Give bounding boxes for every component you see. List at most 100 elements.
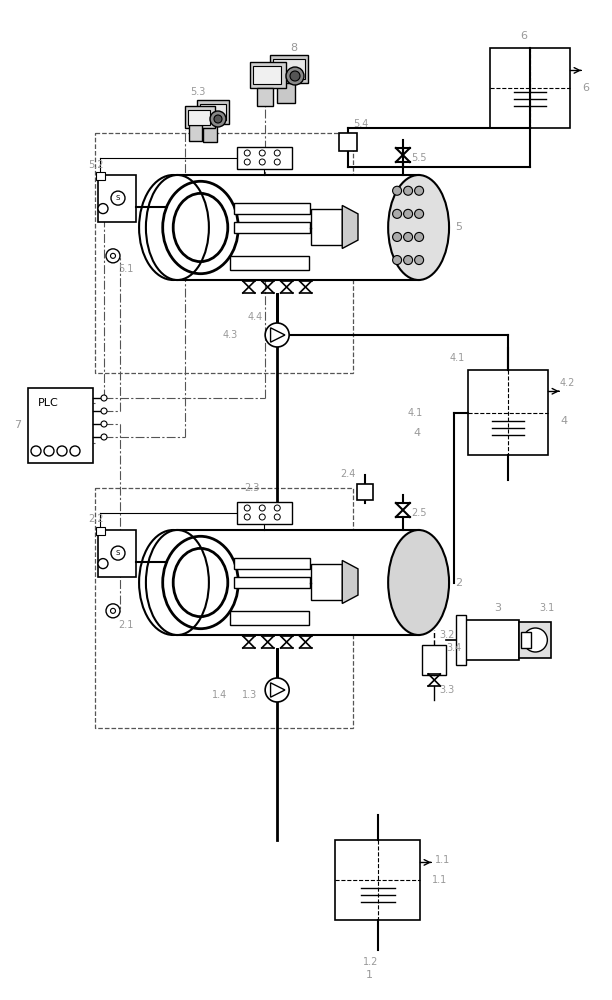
Bar [28, 388, 93, 463]
Bar [95, 133, 353, 373]
Circle shape [403, 256, 412, 265]
Circle shape [244, 514, 250, 520]
Bar [311, 564, 342, 600]
Circle shape [393, 232, 401, 241]
Text: 5: 5 [455, 223, 462, 232]
Circle shape [101, 421, 107, 427]
Bar [234, 577, 310, 588]
Circle shape [414, 256, 424, 265]
Bar [234, 558, 310, 569]
Bar [234, 222, 310, 233]
Circle shape [274, 514, 280, 520]
Bar [203, 124, 217, 142]
Bar [177, 175, 419, 280]
Bar [468, 370, 548, 455]
Circle shape [274, 505, 280, 511]
Circle shape [210, 111, 226, 127]
Circle shape [290, 71, 300, 81]
Text: 4.1: 4.1 [450, 353, 465, 363]
Text: 5.5: 5.5 [411, 153, 427, 163]
Bar [237, 147, 293, 169]
Text: 5.2: 5.2 [88, 159, 103, 169]
Bar [177, 530, 419, 635]
Bar [234, 203, 310, 214]
Circle shape [259, 514, 265, 520]
Bar [96, 527, 105, 535]
Bar [230, 256, 308, 269]
Text: 1.2: 1.2 [362, 957, 378, 967]
Bar [277, 83, 295, 103]
Bar [311, 209, 342, 245]
Circle shape [70, 446, 80, 456]
Bar [98, 175, 136, 222]
Circle shape [259, 505, 265, 511]
Bar [197, 100, 229, 124]
Circle shape [265, 323, 289, 347]
Text: 7: 7 [14, 420, 21, 430]
Text: 3.4: 3.4 [446, 643, 461, 653]
Circle shape [214, 115, 222, 123]
Bar [257, 88, 273, 106]
Bar [253, 66, 281, 84]
Ellipse shape [146, 175, 209, 280]
Circle shape [98, 204, 108, 214]
Text: 1.1: 1.1 [432, 875, 447, 885]
Polygon shape [271, 683, 285, 697]
Ellipse shape [146, 530, 209, 635]
Bar [230, 611, 308, 624]
Text: 4.3: 4.3 [222, 330, 237, 340]
Circle shape [274, 150, 280, 156]
Circle shape [244, 150, 250, 156]
Text: 1.1: 1.1 [435, 855, 450, 865]
Circle shape [101, 434, 107, 440]
Text: 4: 4 [413, 428, 420, 438]
Text: 2.3: 2.3 [244, 483, 259, 493]
Bar [250, 62, 286, 88]
Bar [521, 632, 531, 648]
Circle shape [111, 608, 116, 613]
Bar [339, 133, 357, 151]
Text: 2.2: 2.2 [88, 514, 103, 524]
Text: 8: 8 [290, 43, 297, 53]
Circle shape [393, 209, 401, 218]
Circle shape [286, 67, 304, 85]
Circle shape [414, 209, 424, 218]
Polygon shape [342, 560, 358, 603]
Text: 2.4: 2.4 [340, 469, 355, 479]
Circle shape [393, 186, 401, 195]
Text: 4.1: 4.1 [408, 408, 424, 418]
Circle shape [259, 150, 265, 156]
Bar [520, 622, 551, 658]
Circle shape [403, 232, 412, 241]
Bar [273, 59, 305, 79]
Circle shape [111, 546, 125, 560]
Bar [200, 104, 226, 120]
Text: 2.1: 2.1 [118, 619, 133, 630]
Text: 5.4: 5.4 [353, 119, 368, 129]
Text: S: S [116, 550, 120, 556]
Bar [98, 530, 136, 577]
Bar [188, 110, 210, 125]
Circle shape [259, 159, 265, 165]
Ellipse shape [388, 175, 449, 280]
Bar [490, 48, 570, 128]
Bar [96, 172, 105, 180]
Text: 3: 3 [494, 603, 501, 613]
Text: 6: 6 [520, 31, 527, 41]
Bar [457, 615, 466, 665]
Circle shape [111, 253, 116, 258]
Text: 4.4: 4.4 [247, 312, 263, 322]
Text: 6: 6 [582, 83, 589, 93]
Circle shape [101, 395, 107, 401]
Text: 3.1: 3.1 [539, 603, 554, 613]
Text: 1.3: 1.3 [242, 690, 258, 700]
Bar [95, 488, 353, 728]
Bar [185, 106, 215, 128]
Circle shape [101, 408, 107, 414]
Circle shape [106, 604, 120, 618]
Text: 3.2: 3.2 [439, 630, 455, 640]
Circle shape [393, 256, 401, 265]
Circle shape [98, 559, 108, 569]
Text: S: S [116, 195, 120, 201]
Circle shape [44, 446, 54, 456]
